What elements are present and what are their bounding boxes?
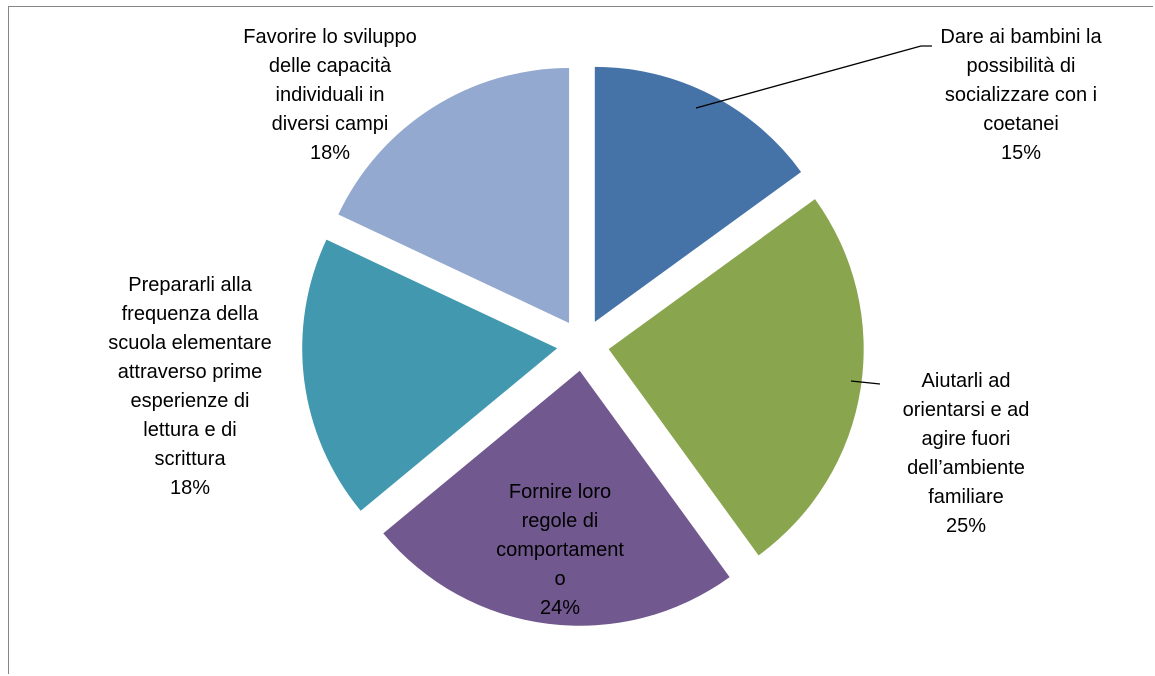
leader-line-orientarsi bbox=[850, 380, 881, 385]
slice-label-prepararli: Prepararli alla frequenza della scuola e… bbox=[108, 274, 272, 499]
pie-slice-regole bbox=[383, 370, 730, 626]
pie-slice-socializzare bbox=[594, 66, 802, 322]
leader-line-socializzare bbox=[695, 45, 932, 109]
slice-label-socializzare: Dare ai bambini la possibilità di social… bbox=[940, 26, 1102, 164]
slice-label-sviluppo: Favorire lo sviluppo delle capacità indi… bbox=[243, 26, 417, 164]
slice-label-orientarsi: Aiutarli ad orientarsi e ad agire fuori … bbox=[902, 370, 1030, 537]
pie-slice-orientarsi bbox=[608, 199, 864, 556]
pie-slice-sviluppo bbox=[338, 68, 570, 324]
chart-area bbox=[8, 6, 1153, 674]
slice-label-regole: Fornire loro regole di comportament o 24… bbox=[496, 481, 624, 619]
pie-slice-prepararli bbox=[302, 239, 558, 511]
